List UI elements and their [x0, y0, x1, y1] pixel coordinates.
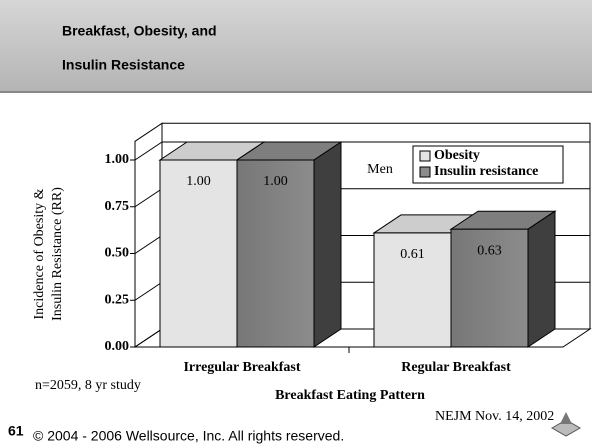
bar — [236, 159, 315, 348]
x-axis-label: Breakfast Eating Pattern — [275, 388, 425, 403]
slide-number: 61 — [8, 423, 24, 439]
grid-line — [134, 328, 163, 348]
logo — [550, 412, 582, 437]
y-axis-label: Insulin Resistance (RR) — [50, 187, 65, 321]
bar — [159, 159, 238, 348]
legend-swatch — [419, 166, 431, 178]
grid-line — [134, 235, 163, 254]
bar — [373, 232, 452, 348]
grid-line — [134, 141, 163, 161]
y-tick-label: 0.25 — [105, 292, 130, 307]
annotation: n=2059, 8 yr study — [35, 378, 141, 393]
x-tick-label: Regular Breakfast — [401, 360, 511, 375]
y-tick-label: 0.75 — [105, 199, 130, 214]
title-line: Insulin Resistance — [62, 57, 185, 73]
y-axis-label: Incidence of Obesity & — [32, 188, 47, 319]
title-line: Breakfast, Obesity, and — [62, 23, 217, 39]
value-label: 1.00 — [186, 174, 211, 189]
copyright: © 2004 - 2006 Wellsource, Inc. All right… — [33, 428, 344, 444]
bar-side — [527, 210, 556, 348]
y-tick-label: 0.50 — [105, 246, 130, 261]
value-label: 0.63 — [477, 243, 502, 258]
annotation: NEJM Nov. 14, 2002 — [435, 409, 554, 424]
value-label: 0.61 — [400, 247, 425, 262]
y-tick-label: 1.00 — [105, 152, 130, 167]
annotation: Men — [367, 162, 393, 177]
x-tick-label: Irregular Breakfast — [183, 360, 300, 375]
legend-label: Insulin resistance — [434, 164, 538, 179]
legend-swatch — [419, 150, 431, 162]
grid-line — [134, 188, 163, 208]
legend-box — [412, 145, 564, 184]
grid-line — [134, 281, 163, 301]
y-tick-label: 0.00 — [105, 339, 130, 354]
value-label: 1.00 — [263, 174, 288, 189]
bar-side — [313, 141, 342, 348]
legend-label: Obesity — [434, 148, 480, 163]
title-banner — [0, 0, 592, 92]
chart: 0.00 0.25 0.50 0.75 1.00 Irregular Breakfast 1… — [32, 122, 592, 424]
bar — [450, 228, 529, 348]
